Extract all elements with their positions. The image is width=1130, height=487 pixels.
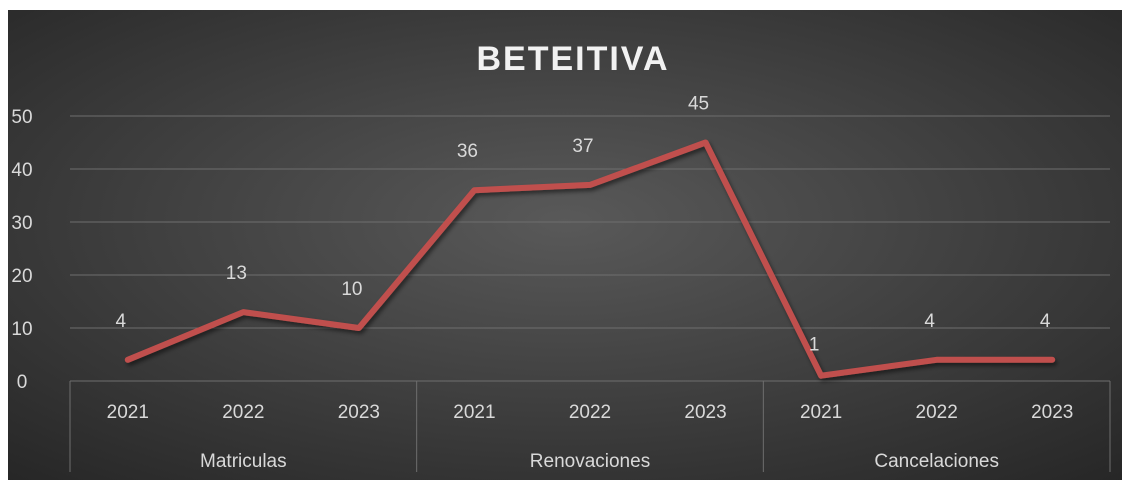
chart-title: BETEITIVA (476, 40, 669, 78)
y-tick-label: 30 (11, 213, 32, 234)
x-tick-label: 2022 (222, 402, 264, 423)
y-tick-label: 40 (11, 160, 32, 181)
x-axis: 2021 2022 2023 Matriculas 2021 2022 2023 Renova… (69, 380, 1111, 472)
x-tick-label: 2021 (800, 402, 842, 423)
y-axis-ticks: 0 10 20 30 40 50 (11, 107, 32, 393)
x-tick-label: 2022 (569, 402, 611, 423)
data-label: 36 (457, 141, 478, 162)
y-tick-label: 10 (11, 319, 32, 340)
data-label: 1 (809, 335, 820, 356)
chart-background (8, 10, 1122, 480)
x-tick-label: 2021 (107, 402, 149, 423)
y-tick-label: 50 (11, 107, 32, 128)
group-label: Cancelaciones (874, 451, 999, 472)
data-label: 4 (924, 311, 935, 332)
data-labels: 4 13 10 36 37 45 1 4 4 (115, 94, 1050, 356)
series-line-group (124, 139, 1056, 379)
series-line (124, 139, 1056, 379)
x-tick-label: 2023 (338, 402, 380, 423)
group-label: Matriculas (200, 451, 287, 472)
x-tick-label: 2021 (453, 402, 495, 423)
y-tick-label: 20 (11, 266, 32, 287)
data-label: 10 (341, 279, 362, 300)
group-label: Renovaciones (530, 451, 650, 472)
data-label: 45 (688, 94, 709, 115)
x-tick-label: 2023 (684, 402, 726, 423)
data-label: 4 (1040, 311, 1051, 332)
y-tick-label: 0 (17, 372, 28, 393)
x-tick-label: 2023 (1031, 402, 1073, 423)
data-label: 4 (115, 311, 126, 332)
x-tick-label: 2022 (916, 402, 958, 423)
gridlines (70, 115, 1110, 329)
data-label: 37 (572, 136, 593, 157)
data-label: 13 (226, 263, 247, 284)
